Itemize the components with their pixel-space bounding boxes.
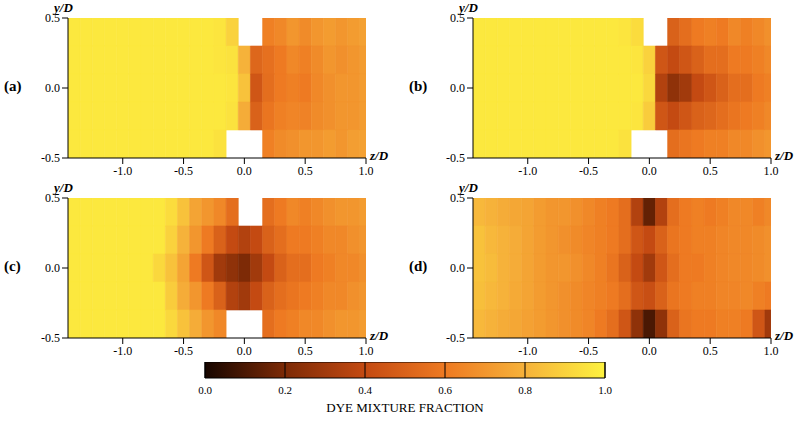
svg-text:-0.5: -0.5	[446, 151, 465, 165]
svg-text:0.6: 0.6	[438, 384, 452, 396]
html-text:(a): (a)	[4, 78, 22, 94]
svg-text:0.0: 0.0	[642, 344, 657, 358]
svg-text:0.5: 0.5	[45, 191, 60, 206]
svg-text:0.0: 0.0	[45, 81, 60, 95]
svg-text:-1.0: -1.0	[518, 164, 537, 178]
svg-text:1.0: 1.0	[764, 344, 779, 358]
svg-text:0.0: 0.0	[237, 344, 252, 358]
svg-text:0.0: 0.0	[198, 384, 212, 396]
svg-text:1.0: 1.0	[359, 344, 374, 358]
svg-text:0.5: 0.5	[703, 164, 718, 178]
html-text:y/D: y/D	[54, 180, 73, 195]
svg-text:0.5: 0.5	[45, 11, 60, 26]
html-text:(c): (c)	[4, 258, 21, 274]
svg-text:-1.0: -1.0	[113, 164, 132, 178]
html-text:z/D: z/D	[775, 148, 794, 163]
svg-text:-0.5: -0.5	[174, 344, 193, 358]
html-text:z/D: z/D	[370, 328, 389, 343]
html-text:(d): (d)	[409, 258, 428, 274]
svg-text:0.5: 0.5	[450, 191, 465, 206]
svg-text:0.0: 0.0	[45, 261, 60, 275]
svg-text:-1.0: -1.0	[518, 344, 537, 358]
svg-text:-0.5: -0.5	[579, 164, 598, 178]
html-text:y/D: y/D	[54, 0, 73, 15]
svg-text:1.0: 1.0	[359, 164, 374, 178]
html-text:y/D: y/D	[459, 180, 478, 195]
svg-text:-0.5: -0.5	[41, 151, 60, 165]
svg-text:0.4: 0.4	[358, 384, 372, 396]
svg-text:0.5: 0.5	[450, 11, 465, 26]
svg-text:-0.5: -0.5	[579, 344, 598, 358]
svg-text:0.5: 0.5	[298, 344, 313, 358]
svg-text:1.0: 1.0	[764, 164, 779, 178]
svg-text:0.5: 0.5	[298, 164, 313, 178]
html-text:y/D: y/D	[459, 0, 478, 15]
svg-text:-0.5: -0.5	[41, 331, 60, 345]
html-text:z/D: z/D	[775, 328, 794, 343]
html-text:(b): (b)	[409, 78, 428, 94]
svg-text:0.0: 0.0	[237, 164, 252, 178]
svg-text:0.8: 0.8	[518, 384, 532, 396]
svg-text:0.0: 0.0	[450, 81, 465, 95]
svg-text:0.2: 0.2	[278, 384, 292, 396]
svg-text:-0.5: -0.5	[446, 331, 465, 345]
svg-text:0.0: 0.0	[642, 164, 657, 178]
svg-text:0.0: 0.0	[450, 261, 465, 275]
svg-text:0.5: 0.5	[703, 344, 718, 358]
svg-text:-0.5: -0.5	[174, 164, 193, 178]
html-text:z/D: z/D	[370, 148, 389, 163]
svg-text:-1.0: -1.0	[113, 344, 132, 358]
svg-text:1.0: 1.0	[598, 384, 612, 396]
html-text:DYE MIXTURE FRACTION: DYE MIXTURE FRACTION	[326, 400, 484, 415]
